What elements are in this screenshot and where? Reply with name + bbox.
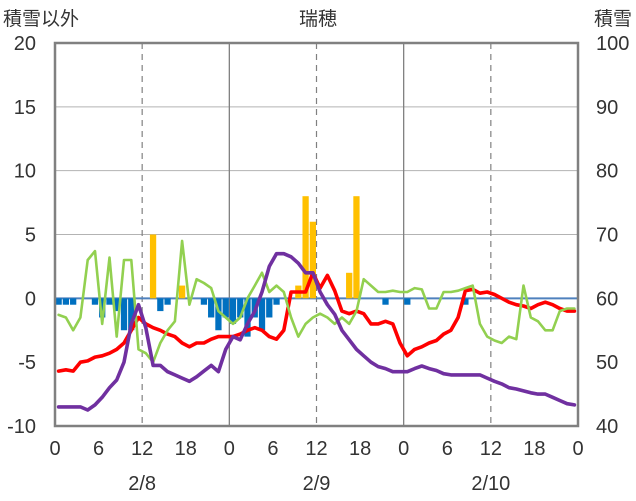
- x-axis-date-labels: 2/8 2/9 2/10: [128, 473, 510, 495]
- right-tick-label: 80: [596, 161, 618, 183]
- x-tick-label: 0: [572, 438, 583, 460]
- left-axis-title: 積雪以外: [3, 8, 79, 30]
- left-tick-label: 0: [25, 288, 36, 310]
- yellow-bar: [353, 196, 360, 299]
- left-tick-label: 20: [14, 33, 36, 55]
- vertical-gridlines: [141, 43, 492, 426]
- line-series-purple: [56, 251, 577, 412]
- blue-bar: [120, 298, 128, 331]
- right-tick-label: 70: [596, 225, 618, 247]
- left-axis-tick-labels: 20 15 10 5 0 -5 -10: [7, 33, 36, 438]
- blue-bar: [222, 298, 229, 318]
- blue-bar: [164, 298, 171, 305]
- blue-bar: [99, 298, 106, 318]
- right-axis-title: 積雪: [594, 8, 632, 30]
- blue-bar: [404, 298, 411, 305]
- x-date-label: 2/8: [128, 473, 156, 495]
- x-tick-label: 6: [93, 438, 104, 460]
- line-series-group: [56, 239, 577, 412]
- blue-bar: [157, 298, 164, 312]
- blue-bar: [266, 298, 273, 318]
- x-tick-label: 0: [398, 438, 409, 460]
- blue-bar: [113, 298, 120, 312]
- x-tick-label: 0: [224, 438, 235, 460]
- x-tick-label: 12: [305, 438, 327, 460]
- blue-bar: [55, 298, 62, 305]
- yellow-bar: [346, 272, 353, 299]
- yellow-bar: [149, 234, 157, 299]
- blue-bar: [62, 298, 70, 305]
- left-tick-label: -5: [18, 352, 36, 374]
- blue-bar: [382, 298, 389, 305]
- right-tick-label: 40: [596, 416, 618, 438]
- blue-bar: [200, 298, 208, 305]
- x-axis-tick-labels: 0 6 12 18 0 6 12 18 0 6 12 18 0: [49, 438, 583, 460]
- x-date-label: 2/9: [303, 473, 331, 495]
- blue-bar: [258, 298, 266, 331]
- x-tick-label: 18: [175, 438, 197, 460]
- left-tick-label: 15: [14, 97, 36, 119]
- left-tick-label: 10: [14, 161, 36, 183]
- x-tick-label: 0: [49, 438, 60, 460]
- x-tick-label: 6: [442, 438, 453, 460]
- blue-bar: [208, 298, 215, 318]
- plot-frame: [53, 41, 580, 428]
- blue-bar: [106, 298, 113, 305]
- chart-title: 瑞穂: [299, 8, 337, 30]
- x-tick-label: 18: [523, 438, 545, 460]
- blue-bar: [237, 298, 244, 318]
- blue-bar: [70, 298, 77, 305]
- left-tick-label: 5: [25, 225, 36, 247]
- right-tick-label: 100: [596, 33, 629, 55]
- blue-bar-series: [55, 298, 469, 337]
- x-date-label: 2/10: [471, 473, 510, 495]
- blue-bar: [229, 298, 237, 324]
- yellow-bar: [178, 285, 186, 299]
- blue-bar: [215, 298, 222, 331]
- blue-bar: [91, 298, 99, 305]
- right-tick-label: 60: [596, 288, 618, 310]
- blue-bar: [462, 298, 469, 305]
- line-series-green: [57, 239, 576, 364]
- blue-bar: [128, 298, 135, 331]
- x-tick-label: 18: [349, 438, 371, 460]
- left-tick-label: -10: [7, 416, 36, 438]
- blue-bar: [273, 298, 280, 305]
- blue-bar: [244, 298, 251, 337]
- right-tick-label: 50: [596, 352, 618, 374]
- right-tick-label: 90: [596, 97, 618, 119]
- x-tick-label: 6: [267, 438, 278, 460]
- yellow-bar: [302, 196, 309, 299]
- yellow-bar: [309, 221, 316, 299]
- x-tick-label: 12: [480, 438, 502, 460]
- x-tick-label: 12: [131, 438, 153, 460]
- right-axis-tick-labels: 100 90 80 70 60 50 40: [596, 33, 629, 438]
